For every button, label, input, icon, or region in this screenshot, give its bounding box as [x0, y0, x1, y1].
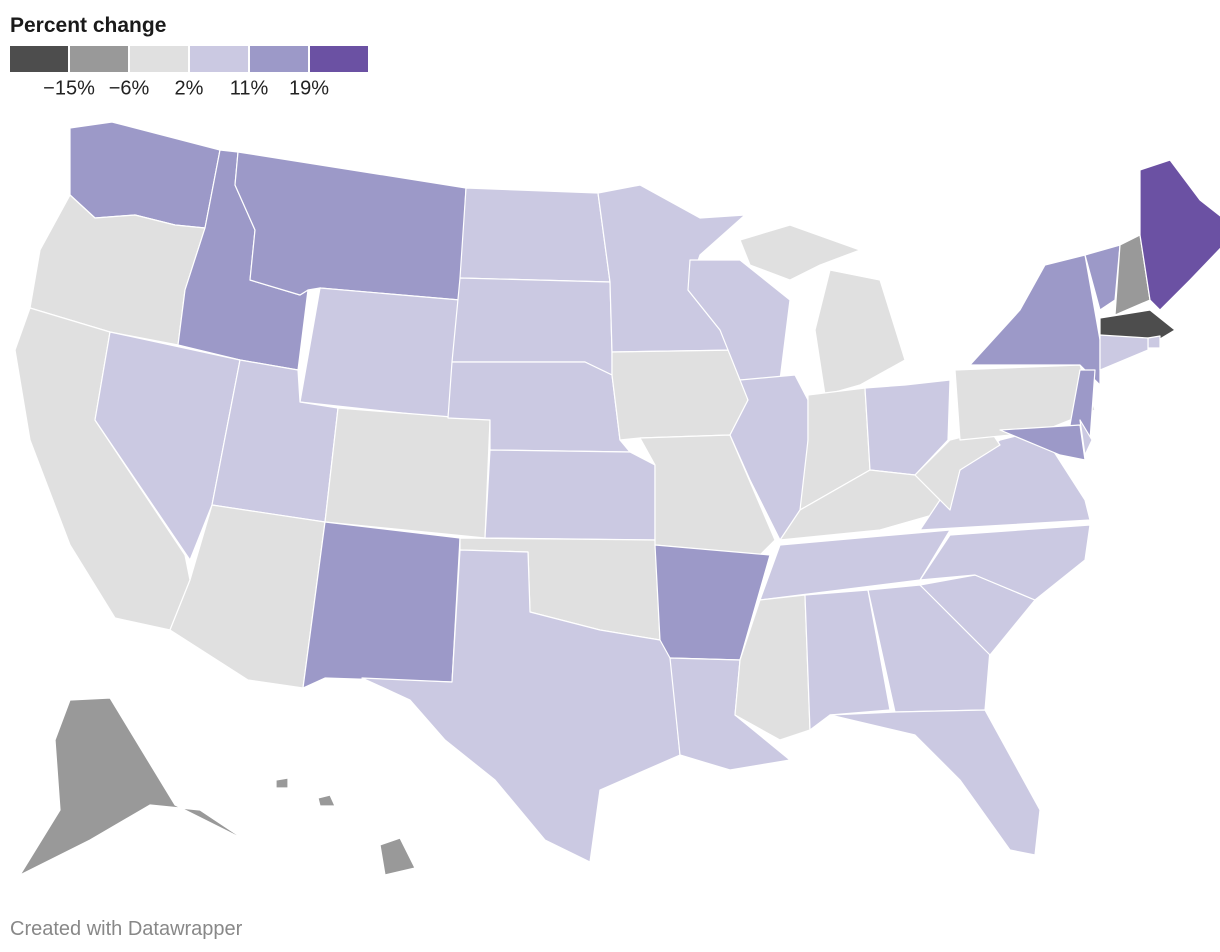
state: [1139, 159, 1220, 311]
state: [484, 449, 656, 541]
state: [459, 187, 611, 283]
legend-tick-label: −6%: [109, 77, 150, 99]
state: [1147, 335, 1161, 349]
legend-swatch: [190, 46, 248, 72]
state: [94, 331, 241, 561]
legend-swatch: [310, 46, 368, 72]
legend-swatch: [250, 46, 308, 72]
state: [867, 584, 991, 713]
state: [1084, 244, 1121, 311]
state: [919, 524, 1091, 601]
legend-tick-label: 11%: [230, 77, 269, 99]
legend-tick-label: −15%: [43, 77, 95, 99]
state: [361, 549, 681, 863]
state: [969, 254, 1101, 386]
state: [739, 224, 861, 281]
legend-swatch: [70, 46, 128, 72]
state: [954, 364, 1096, 441]
state: [829, 709, 1041, 856]
state: [234, 151, 467, 301]
state: [1099, 334, 1149, 371]
state: [611, 349, 749, 441]
legend-swatch: [10, 46, 68, 72]
legend-tick-label: 19%: [289, 77, 329, 99]
legend-tick-label: 2%: [175, 77, 204, 99]
state: [299, 287, 461, 419]
state: [804, 589, 891, 731]
state: [999, 424, 1086, 461]
legend-swatch: [130, 46, 188, 72]
footer-credit: Created with Datawrapper: [10, 918, 243, 940]
state: [451, 277, 613, 376]
state: [379, 837, 416, 876]
state: [302, 521, 461, 689]
state: [814, 269, 906, 396]
state: [19, 697, 246, 876]
legend-title: Percent change: [10, 14, 166, 37]
state: [69, 121, 221, 229]
state: [324, 407, 491, 539]
states: [14, 121, 1220, 876]
state: [275, 777, 289, 789]
state: [317, 794, 336, 807]
state: [1079, 419, 1093, 456]
legend: −15% −6% 2% 11% 19%: [10, 46, 368, 99]
